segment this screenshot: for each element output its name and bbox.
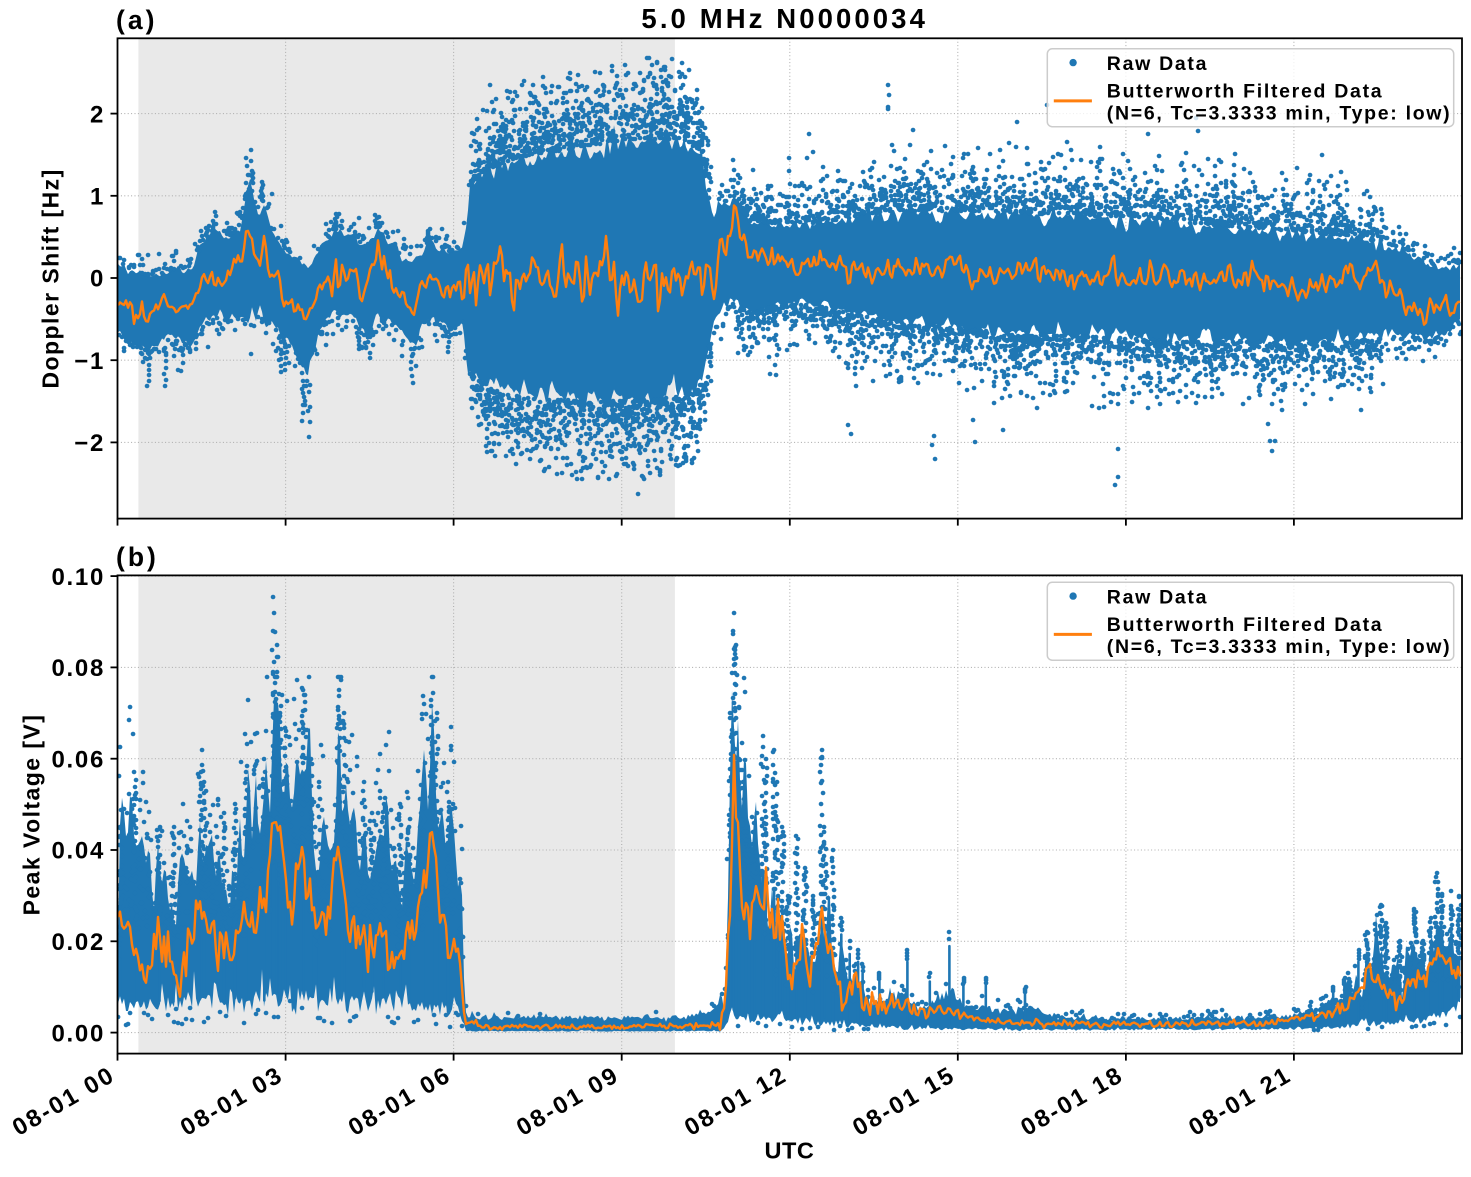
svg-text:(N=6, Tc=3.3333 min, Type: low: (N=6, Tc=3.3333 min, Type: low) bbox=[1107, 636, 1452, 658]
svg-text:Butterworth Filtered Data: Butterworth Filtered Data bbox=[1107, 80, 1384, 102]
svg-text:0.00: 0.00 bbox=[51, 1020, 105, 1047]
svg-text:−2: −2 bbox=[74, 430, 105, 457]
svg-text:Raw Data: Raw Data bbox=[1107, 587, 1208, 609]
svg-text:(a): (a) bbox=[116, 5, 157, 35]
svg-text:2: 2 bbox=[90, 101, 105, 128]
svg-text:0.04: 0.04 bbox=[51, 838, 105, 865]
svg-text:0.08: 0.08 bbox=[51, 655, 105, 682]
svg-text:(N=6, Tc=3.3333 min, Type: low: (N=6, Tc=3.3333 min, Type: low) bbox=[1107, 103, 1452, 125]
svg-text:0.02: 0.02 bbox=[51, 929, 105, 956]
svg-text:Peak Voltage [V]: Peak Voltage [V] bbox=[19, 714, 45, 916]
svg-text:1: 1 bbox=[90, 184, 105, 211]
svg-text:Butterworth Filtered Data: Butterworth Filtered Data bbox=[1107, 614, 1384, 636]
svg-text:UTC: UTC bbox=[765, 1137, 815, 1163]
svg-text:(b): (b) bbox=[116, 542, 159, 572]
svg-text:0.10: 0.10 bbox=[51, 564, 105, 591]
svg-text:0.06: 0.06 bbox=[51, 746, 105, 773]
svg-text:5.0 MHz N0000034: 5.0 MHz N0000034 bbox=[641, 3, 928, 34]
svg-text:Raw Data: Raw Data bbox=[1107, 53, 1208, 75]
svg-text:−1: −1 bbox=[74, 348, 105, 375]
svg-text:0: 0 bbox=[90, 266, 105, 293]
svg-text:Doppler Shift [Hz]: Doppler Shift [Hz] bbox=[38, 168, 64, 388]
